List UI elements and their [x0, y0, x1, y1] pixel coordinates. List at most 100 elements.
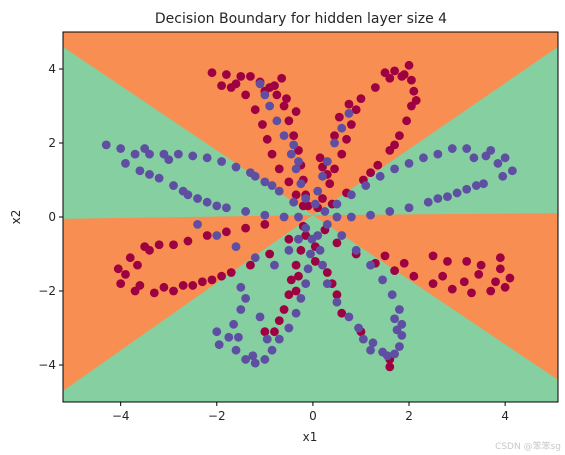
data-point-class-1	[462, 144, 472, 153]
data-point-class-1	[366, 345, 375, 355]
data-point-class-0	[447, 284, 457, 294]
data-point-class-1	[188, 151, 198, 161]
data-point-class-1	[267, 345, 277, 355]
data-point-class-0	[217, 271, 226, 281]
data-point-class-1	[351, 245, 361, 255]
data-point-class-0	[380, 251, 390, 261]
data-point-class-1	[404, 158, 414, 168]
data-point-class-0	[258, 120, 267, 129]
data-point-class-0	[428, 279, 438, 288]
data-point-class-0	[330, 131, 339, 141]
data-point-class-1	[224, 332, 234, 342]
data-point-class-1	[255, 79, 265, 89]
data-point-class-1	[193, 194, 202, 203]
data-point-class-0	[260, 327, 270, 337]
data-point-class-1	[404, 203, 414, 213]
data-point-class-0	[474, 269, 484, 279]
data-point-class-0	[438, 271, 448, 281]
x-tick-label: 4	[501, 409, 509, 423]
data-point-class-1	[101, 140, 111, 150]
data-point-class-1	[231, 242, 241, 252]
data-point-class-1	[193, 220, 202, 229]
data-point-class-0	[395, 131, 404, 141]
data-point-class-1	[291, 308, 301, 318]
data-point-class-0	[500, 282, 510, 292]
y-axis-title: x2	[9, 210, 23, 225]
data-point-class-1	[140, 144, 150, 153]
x-axis-title: x1	[303, 430, 318, 444]
data-point-class-1	[423, 197, 433, 207]
data-point-class-1	[358, 334, 368, 344]
data-point-class-1	[212, 327, 222, 337]
data-point-class-1	[368, 338, 378, 348]
data-point-class-1	[294, 234, 303, 244]
data-point-class-0	[250, 105, 260, 115]
y-tick-label: 4	[48, 62, 56, 76]
data-point-class-0	[272, 90, 282, 100]
y-tick-label: 0	[48, 210, 56, 224]
data-point-class-0	[356, 94, 366, 103]
data-point-class-1	[313, 231, 323, 240]
data-point-class-1	[361, 181, 371, 190]
data-point-class-0	[291, 107, 301, 116]
data-point-class-1	[255, 312, 265, 322]
data-point-class-1	[301, 194, 311, 203]
data-point-class-1	[260, 210, 270, 220]
data-point-class-1	[318, 260, 327, 270]
data-point-class-1	[378, 275, 387, 285]
chart-title: Decision Boundary for hidden layer size …	[155, 11, 447, 27]
data-point-class-1	[433, 149, 443, 159]
data-point-class-1	[270, 260, 279, 270]
data-point-class-0	[241, 223, 251, 233]
scatter-points	[101, 60, 517, 372]
data-point-class-0	[284, 290, 294, 300]
data-point-class-0	[294, 271, 303, 281]
data-point-class-1	[479, 179, 488, 189]
data-point-class-0	[390, 66, 400, 76]
data-point-class-1	[500, 153, 510, 163]
data-point-class-0	[286, 275, 296, 285]
data-point-class-0	[332, 238, 342, 248]
data-point-class-0	[116, 279, 126, 288]
data-point-class-0	[337, 308, 347, 318]
x-axis: −4 −2 0 2 4	[112, 402, 509, 423]
data-point-class-1	[173, 149, 183, 159]
data-point-class-0	[495, 264, 505, 274]
data-point-class-1	[289, 140, 299, 150]
data-point-class-0	[284, 234, 294, 244]
data-point-class-0	[135, 281, 145, 290]
data-point-class-0	[246, 260, 255, 270]
data-point-class-0	[221, 227, 231, 237]
data-point-class-1	[507, 166, 517, 176]
data-point-class-0	[318, 194, 327, 203]
data-point-class-0	[404, 60, 414, 70]
data-point-class-1	[332, 199, 342, 209]
data-point-class-0	[282, 94, 291, 103]
data-point-class-0	[399, 258, 409, 268]
data-point-class-1	[202, 197, 212, 207]
data-point-class-1	[337, 231, 347, 240]
data-point-class-1	[284, 245, 294, 255]
data-point-class-1	[250, 171, 260, 181]
data-point-class-0	[462, 257, 472, 266]
data-point-class-1	[318, 171, 327, 181]
data-point-class-0	[310, 257, 320, 266]
data-point-class-1	[337, 123, 347, 133]
x-tick-label: 0	[309, 409, 317, 423]
data-point-class-0	[154, 240, 164, 250]
data-point-class-1	[202, 153, 212, 163]
data-point-class-1	[301, 279, 311, 288]
data-point-class-1	[296, 179, 306, 189]
data-point-class-0	[169, 286, 178, 296]
data-point-class-1	[145, 170, 154, 179]
data-point-class-1	[154, 173, 164, 183]
data-point-class-1	[310, 199, 320, 209]
data-point-class-0	[495, 253, 505, 263]
data-point-class-0	[262, 134, 272, 144]
data-point-class-0	[265, 249, 275, 259]
data-point-class-1	[231, 162, 241, 172]
data-point-class-1	[116, 144, 126, 153]
data-point-class-1	[301, 223, 311, 233]
data-point-class-0	[125, 253, 135, 263]
